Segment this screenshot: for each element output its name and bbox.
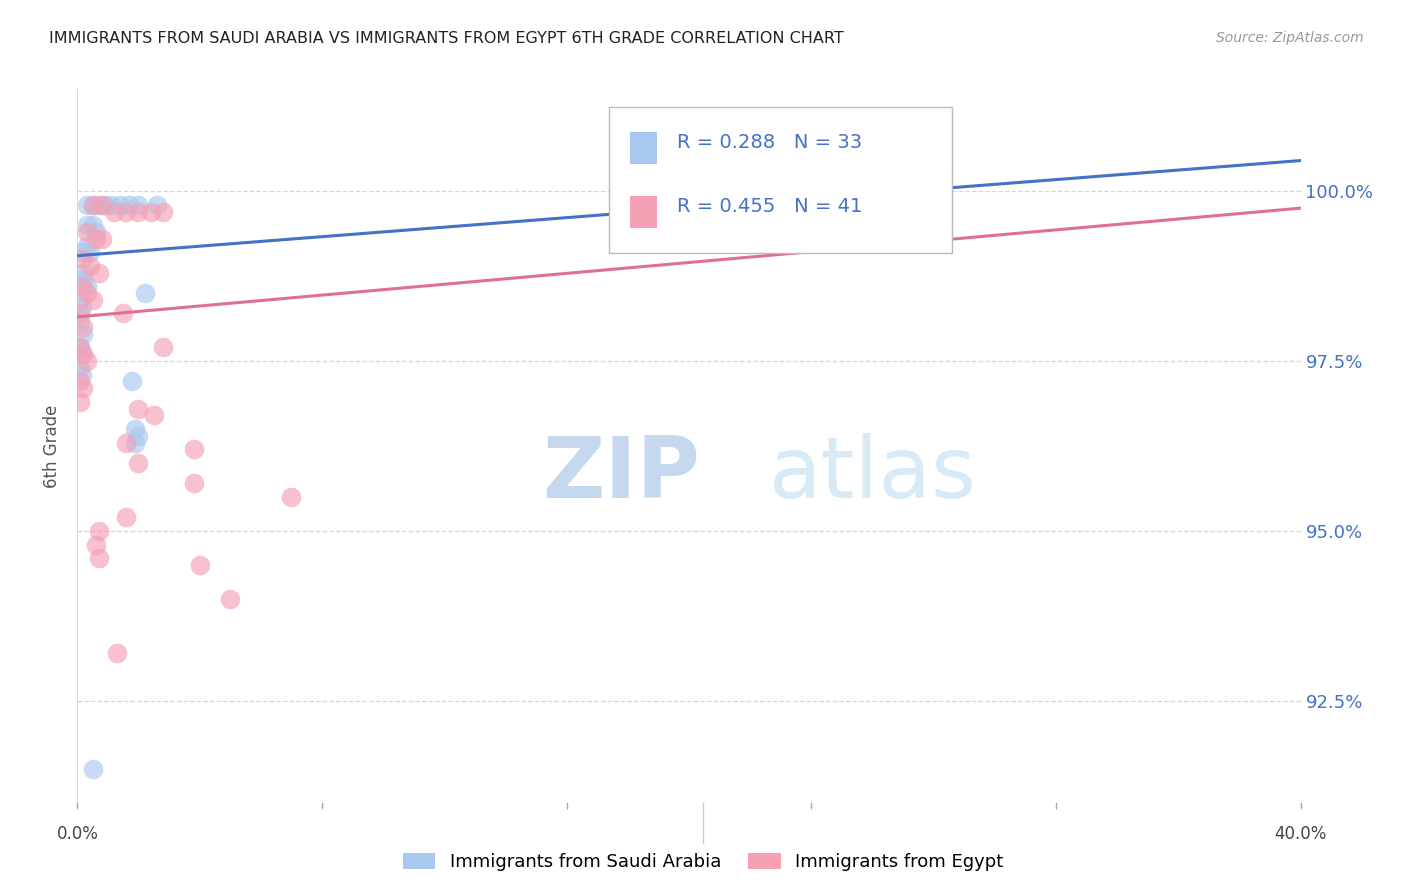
Point — [280, 490, 302, 504]
Point — [219, 591, 242, 606]
Point — [90, 198, 112, 212]
Point — [831, 198, 853, 212]
Point — [90, 232, 112, 246]
Point — [76, 198, 98, 212]
Point — [769, 198, 792, 212]
Text: IMMIGRANTS FROM SAUDI ARABIA VS IMMIGRANTS FROM EGYPT 6TH GRADE CORRELATION CHAR: IMMIGRANTS FROM SAUDI ARABIA VS IMMIGRAN… — [49, 31, 844, 46]
Point — [82, 762, 104, 776]
Point — [183, 442, 205, 457]
Point — [79, 245, 101, 260]
Point — [76, 225, 98, 239]
Point — [69, 306, 91, 320]
Point — [84, 232, 107, 246]
Point — [70, 347, 93, 361]
Point — [70, 279, 93, 293]
Point — [118, 198, 141, 212]
Point — [69, 341, 91, 355]
Point — [72, 326, 94, 341]
Point — [82, 198, 104, 212]
Point — [124, 422, 146, 436]
Point — [134, 286, 156, 301]
FancyBboxPatch shape — [609, 107, 952, 253]
Point — [124, 435, 146, 450]
Point — [87, 198, 110, 212]
Point — [70, 368, 93, 382]
Point — [87, 266, 110, 280]
Text: 40.0%: 40.0% — [1274, 825, 1327, 843]
Point — [76, 238, 98, 252]
Point — [76, 218, 98, 232]
Point — [112, 306, 135, 320]
Point — [82, 293, 104, 307]
Point — [72, 245, 94, 260]
Text: 0.0%: 0.0% — [56, 825, 98, 843]
Point — [69, 313, 91, 327]
Point — [87, 524, 110, 538]
Point — [70, 266, 93, 280]
Point — [146, 198, 169, 212]
Point — [139, 204, 162, 219]
Point — [72, 381, 94, 395]
Point — [82, 198, 104, 212]
Text: R = 0.288   N = 33: R = 0.288 N = 33 — [676, 133, 862, 153]
Point — [87, 551, 110, 566]
Point — [76, 354, 98, 368]
Point — [128, 198, 150, 212]
Text: ZIP: ZIP — [543, 433, 700, 516]
Text: Source: ZipAtlas.com: Source: ZipAtlas.com — [1216, 31, 1364, 45]
Point — [115, 204, 138, 219]
Text: atlas: atlas — [769, 433, 976, 516]
Point — [69, 293, 91, 307]
Point — [72, 252, 94, 266]
Point — [76, 286, 98, 301]
Point — [69, 341, 91, 355]
Legend: Immigrants from Saudi Arabia, Immigrants from Egypt: Immigrants from Saudi Arabia, Immigrants… — [395, 846, 1011, 879]
Point — [115, 510, 138, 524]
Point — [70, 300, 93, 314]
FancyBboxPatch shape — [630, 132, 657, 164]
Y-axis label: 6th Grade: 6th Grade — [44, 404, 62, 488]
Point — [72, 272, 94, 286]
Point — [79, 259, 101, 273]
Point — [76, 279, 98, 293]
Point — [152, 204, 174, 219]
Point — [84, 537, 107, 551]
Point — [128, 401, 150, 416]
Point — [94, 198, 117, 212]
Point — [84, 225, 107, 239]
Text: R = 0.455   N = 41: R = 0.455 N = 41 — [676, 197, 862, 217]
FancyBboxPatch shape — [630, 196, 657, 228]
Point — [82, 218, 104, 232]
Point — [69, 394, 91, 409]
Point — [108, 198, 131, 212]
Point — [128, 429, 150, 443]
Point — [72, 320, 94, 334]
Point — [183, 476, 205, 491]
Point — [128, 204, 150, 219]
Point — [105, 646, 128, 660]
Point — [72, 347, 94, 361]
Point — [188, 558, 211, 572]
Point — [142, 409, 165, 423]
Point — [100, 198, 122, 212]
Point — [128, 456, 150, 470]
Point — [121, 375, 143, 389]
Point — [152, 341, 174, 355]
Point — [103, 204, 125, 219]
Point — [115, 435, 138, 450]
Point — [69, 360, 91, 375]
Point — [69, 375, 91, 389]
